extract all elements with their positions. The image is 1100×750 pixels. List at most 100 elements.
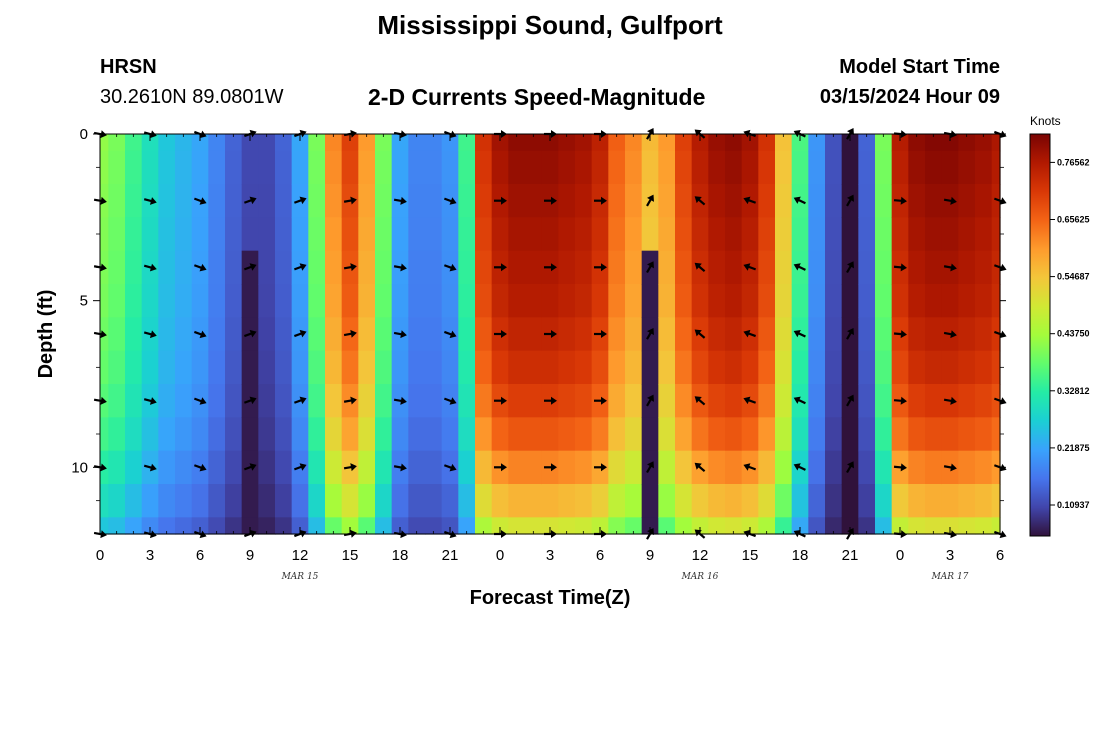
heatmap-cell: [725, 350, 743, 385]
current-arrow-head: [647, 127, 654, 136]
heatmap-cell: [225, 284, 243, 318]
heatmap-cell: [458, 517, 476, 535]
heatmap-cell: [425, 517, 443, 535]
heatmap-cell: [958, 250, 976, 285]
heatmap-cell: [325, 217, 343, 252]
current-arrow: [544, 463, 557, 472]
heatmap-cell: [308, 384, 326, 418]
heatmap-cell: [991, 250, 1001, 285]
heatmap-cell: [391, 134, 409, 152]
heatmap-cell: [891, 417, 909, 452]
current-arrow-head: [299, 263, 307, 271]
heatmap-cell: [308, 150, 326, 185]
heatmap-cell: [325, 484, 343, 518]
heatmap-cell: [775, 250, 793, 285]
heatmap-cell: [408, 150, 426, 185]
heatmap-cell: [941, 350, 959, 385]
heatmap-cell: [275, 517, 293, 535]
current-arrow-head: [694, 196, 702, 204]
heatmap-cell: [325, 317, 343, 352]
x-tick-label: 21: [442, 547, 459, 564]
heatmap-cell: [608, 217, 626, 252]
heatmap-cell: [208, 134, 226, 152]
current-arrow: [694, 329, 706, 339]
heatmap-cell: [858, 150, 876, 185]
heatmap-cell: [275, 417, 293, 452]
heatmap-cell: [458, 317, 476, 352]
heatmap-cell: [991, 517, 1001, 535]
heatmap-cell: [658, 150, 676, 185]
heatmap-cell: [675, 317, 693, 352]
station-id: HRSN: [100, 56, 157, 78]
heatmap-cell: [158, 350, 176, 385]
x-tick-label: 18: [392, 547, 409, 564]
heatmap-cell: [475, 184, 493, 218]
heatmap-cell: [641, 134, 659, 152]
heatmap-cell: [991, 284, 1001, 318]
heatmap-cell: [858, 134, 876, 152]
heatmap-cell: [975, 284, 993, 318]
heatmap-cell: [608, 484, 626, 518]
current-arrow-head: [999, 530, 1007, 539]
heatmap-cell: [358, 284, 376, 318]
current-arrow-head: [900, 196, 907, 205]
heatmap-cell: [591, 134, 609, 152]
heatmap-cell: [541, 417, 559, 452]
current-arrow-head: [793, 463, 801, 471]
heatmap-cell: [358, 150, 376, 185]
current-arrow-head: [847, 461, 854, 469]
heatmap-cell: [308, 250, 326, 285]
current-arrow: [143, 197, 157, 205]
current-arrow-head: [400, 463, 407, 472]
current-arrow-head: [449, 397, 457, 405]
heatmap-cell: [858, 350, 876, 385]
heatmap-cell: [941, 134, 959, 152]
heatmap-cell: [991, 350, 1001, 385]
heatmap-cell: [775, 384, 793, 418]
heatmap-cell: [658, 284, 676, 318]
heatmap-cell: [925, 384, 943, 418]
heatmap-cell: [291, 217, 309, 252]
heatmap-cell: [875, 134, 893, 152]
heatmap-cell: [875, 284, 893, 318]
heatmap-cell: [225, 250, 243, 285]
current-arrow: [846, 327, 854, 340]
heatmap-cell: [641, 484, 659, 518]
heatmap-cell: [441, 284, 459, 318]
current-arrow: [443, 397, 457, 405]
heatmap-cell: [641, 417, 659, 452]
heatmap-cell: [775, 284, 793, 318]
heatmap-cell: [791, 350, 809, 385]
heatmap-cell: [158, 450, 176, 485]
heatmap-cell: [308, 134, 326, 152]
heatmap-cell: [791, 217, 809, 252]
heatmap-cell: [808, 484, 826, 518]
heatmap-cell: [841, 150, 859, 185]
heatmap-cell: [175, 450, 193, 485]
heatmap-cell: [925, 317, 943, 352]
heatmap-cell: [825, 450, 843, 485]
heatmap-cell: [391, 284, 409, 318]
heatmap-cell: [108, 284, 126, 318]
heatmap-cell: [675, 134, 693, 152]
heatmap-cell: [675, 184, 693, 218]
heatmap-cell: [708, 484, 726, 518]
heatmap-cell: [341, 284, 359, 318]
x-tick-label: 9: [646, 547, 654, 564]
current-arrow-head: [199, 330, 207, 339]
heatmap-cell: [708, 350, 726, 385]
heatmap-cell: [375, 134, 393, 152]
heatmap-cell: [625, 217, 643, 252]
colorbar-tick-label: 0.54687: [1057, 272, 1090, 282]
heatmap-cell: [825, 284, 843, 318]
heatmap-cell: [675, 517, 693, 535]
heatmap-cell: [241, 517, 259, 535]
heatmap-cell: [958, 417, 976, 452]
heatmap-cell: [708, 450, 726, 485]
current-arrow-head: [551, 330, 557, 338]
current-arrow-head: [149, 463, 157, 472]
heatmap-cell: [108, 350, 126, 385]
heatmap-cell: [808, 250, 826, 285]
heatmap-cell: [408, 250, 426, 285]
current-arrow: [494, 263, 507, 272]
